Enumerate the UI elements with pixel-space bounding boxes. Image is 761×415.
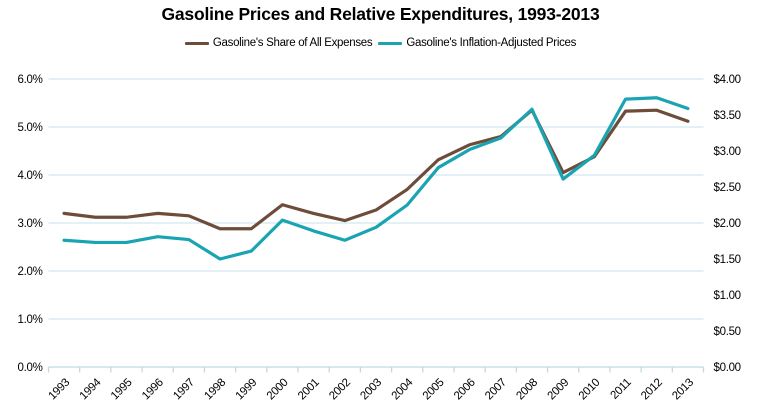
svg-text:0.0%: 0.0% xyxy=(17,362,42,374)
svg-text:6.0%: 6.0% xyxy=(17,74,42,86)
svg-text:2001: 2001 xyxy=(296,377,322,403)
legend-label-price: Gasoline's Inflation-Adjusted Prices xyxy=(406,37,577,49)
svg-text:2007: 2007 xyxy=(483,377,509,403)
svg-text:2009: 2009 xyxy=(546,377,572,403)
svg-text:1995: 1995 xyxy=(109,377,135,403)
svg-text:$3.00: $3.00 xyxy=(714,146,741,158)
svg-text:$2.50: $2.50 xyxy=(714,182,741,194)
series-line-price xyxy=(62,96,690,261)
legend-label-share: Gasoline's Share of All Expenses xyxy=(212,37,373,49)
series-line-share xyxy=(62,108,690,231)
svg-text:1999: 1999 xyxy=(234,377,260,403)
svg-text:$1.50: $1.50 xyxy=(714,254,741,266)
svg-text:4.0%: 4.0% xyxy=(17,170,42,182)
svg-text:$0.00: $0.00 xyxy=(714,362,741,374)
svg-text:$4.00: $4.00 xyxy=(714,74,741,86)
svg-text:$2.00: $2.00 xyxy=(714,218,741,230)
svg-text:5.0%: 5.0% xyxy=(17,122,42,134)
svg-text:1.0%: 1.0% xyxy=(17,314,42,326)
svg-text:2000: 2000 xyxy=(265,377,291,403)
x-axis xyxy=(47,366,705,373)
svg-text:$0.50: $0.50 xyxy=(714,326,741,338)
svg-text:$1.00: $1.00 xyxy=(714,290,741,302)
svg-text:2005: 2005 xyxy=(421,377,447,403)
svg-text:2012: 2012 xyxy=(639,377,665,403)
svg-text:2011: 2011 xyxy=(609,377,634,402)
svg-text:$3.50: $3.50 xyxy=(714,110,741,122)
svg-text:2002: 2002 xyxy=(327,377,353,403)
svg-text:1998: 1998 xyxy=(202,377,228,403)
svg-text:2013: 2013 xyxy=(670,377,696,403)
chart-title: Gasoline Prices and Relative Expenditure… xyxy=(161,4,600,24)
svg-text:3.0%: 3.0% xyxy=(17,218,42,230)
legend-line-swatch-price xyxy=(378,41,403,45)
svg-text:2010: 2010 xyxy=(577,377,603,403)
y-axis-left-labels: 0.0% 1.0% 2.0% 3.0% 4.0% 5.0% 6.0% xyxy=(17,74,42,374)
legend: Gasoline's Share of All Expenses Gasolin… xyxy=(0,37,761,49)
svg-text:2006: 2006 xyxy=(452,377,478,403)
svg-text:1994: 1994 xyxy=(78,376,104,402)
svg-text:2004: 2004 xyxy=(390,376,416,402)
gridlines xyxy=(48,78,704,320)
svg-text:2.0%: 2.0% xyxy=(17,266,42,278)
x-axis-labels: 1993 1994 1995 1996 1997 1998 1999 2000 2001 2002… xyxy=(46,376,696,402)
svg-text:1996: 1996 xyxy=(140,377,166,403)
y-axis-right-labels: $0.00 $0.50 $1.00 $1.50 $2.00 $2.50 $3.00 $3.50… xyxy=(714,74,742,374)
svg-text:2008: 2008 xyxy=(514,377,540,403)
legend-item-share: Gasoline's Share of All Expenses xyxy=(184,37,373,49)
svg-text:1993: 1993 xyxy=(46,377,72,403)
svg-text:1997: 1997 xyxy=(171,377,197,403)
legend-line-swatch-share xyxy=(184,41,209,45)
legend-item-price: Gasoline's Inflation-Adjusted Prices xyxy=(378,37,576,49)
svg-text:2003: 2003 xyxy=(358,377,384,403)
